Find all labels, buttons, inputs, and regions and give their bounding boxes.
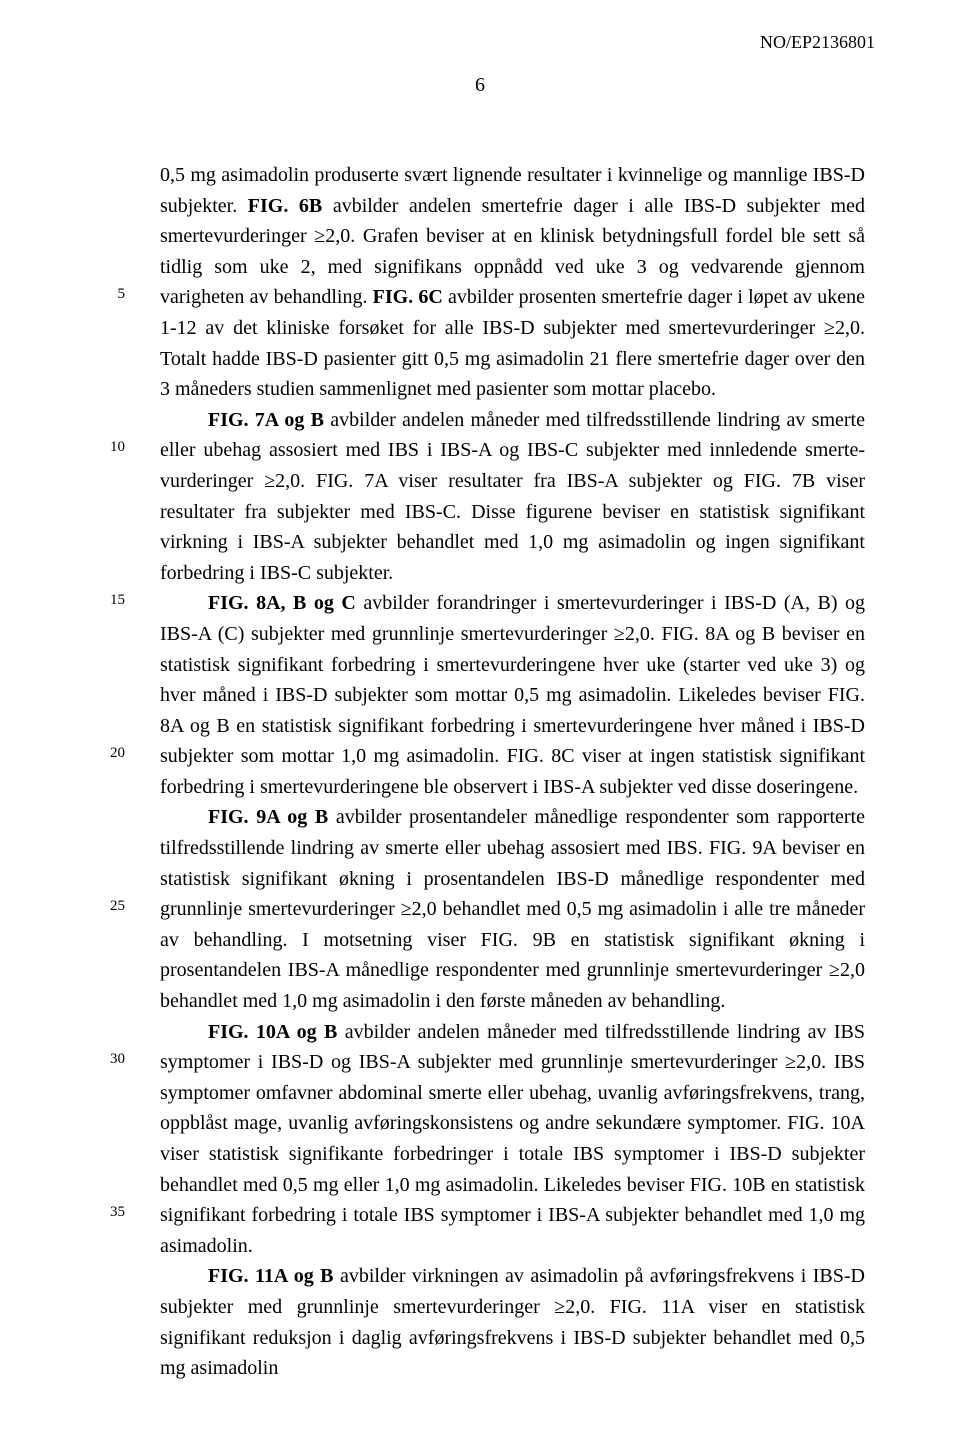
line-number: 15	[95, 592, 125, 609]
fig-ref: FIG. 9A og B	[208, 806, 328, 828]
fig-ref: FIG. 11A og B	[208, 1265, 334, 1287]
paragraph: FIG. 10A og B avbilder andelen måneder m…	[160, 1017, 865, 1262]
paragraph: FIG. 11A og B avbilder virkningen av asi…	[160, 1261, 865, 1383]
paragraph: FIG. 7A og B avbilder andelen måneder me…	[160, 405, 865, 589]
text: avbilder prosentandeler månedlige respon…	[160, 806, 865, 1012]
page-number: 6	[0, 74, 960, 97]
body-text: 0,5 mg asimadolin produserte svært ligne…	[160, 160, 865, 1384]
line-number: 10	[95, 439, 125, 456]
line-number: 25	[95, 898, 125, 915]
fig-ref: FIG. 8A, B og C	[208, 592, 356, 614]
paragraph: FIG. 8A, B og C avbilder forandringer i …	[160, 588, 865, 802]
fig-ref: FIG. 6C	[373, 286, 443, 308]
fig-ref: FIG. 7A og B	[208, 409, 324, 431]
fig-ref: FIG. 10A og B	[208, 1021, 337, 1043]
doc-id: NO/EP2136801	[760, 32, 875, 53]
text: avbilder andelen måneder med tilfredssti…	[160, 409, 865, 584]
paragraph: 0,5 mg asimadolin produserte svært ligne…	[160, 160, 865, 405]
line-number: 30	[95, 1051, 125, 1068]
page: NO/EP2136801 6 5 10 15 20 25 30 35 0,5 m…	[0, 0, 960, 1429]
line-number: 35	[95, 1204, 125, 1221]
line-number: 20	[95, 745, 125, 762]
text: avbilder forandringer i smertevurderinge…	[160, 592, 865, 798]
text: avbilder andelen måneder med tilfredssti…	[160, 1021, 865, 1257]
fig-ref: FIG. 6B	[248, 195, 322, 217]
line-number: 5	[95, 286, 125, 303]
paragraph: FIG. 9A og B avbilder prosentandeler mån…	[160, 802, 865, 1016]
